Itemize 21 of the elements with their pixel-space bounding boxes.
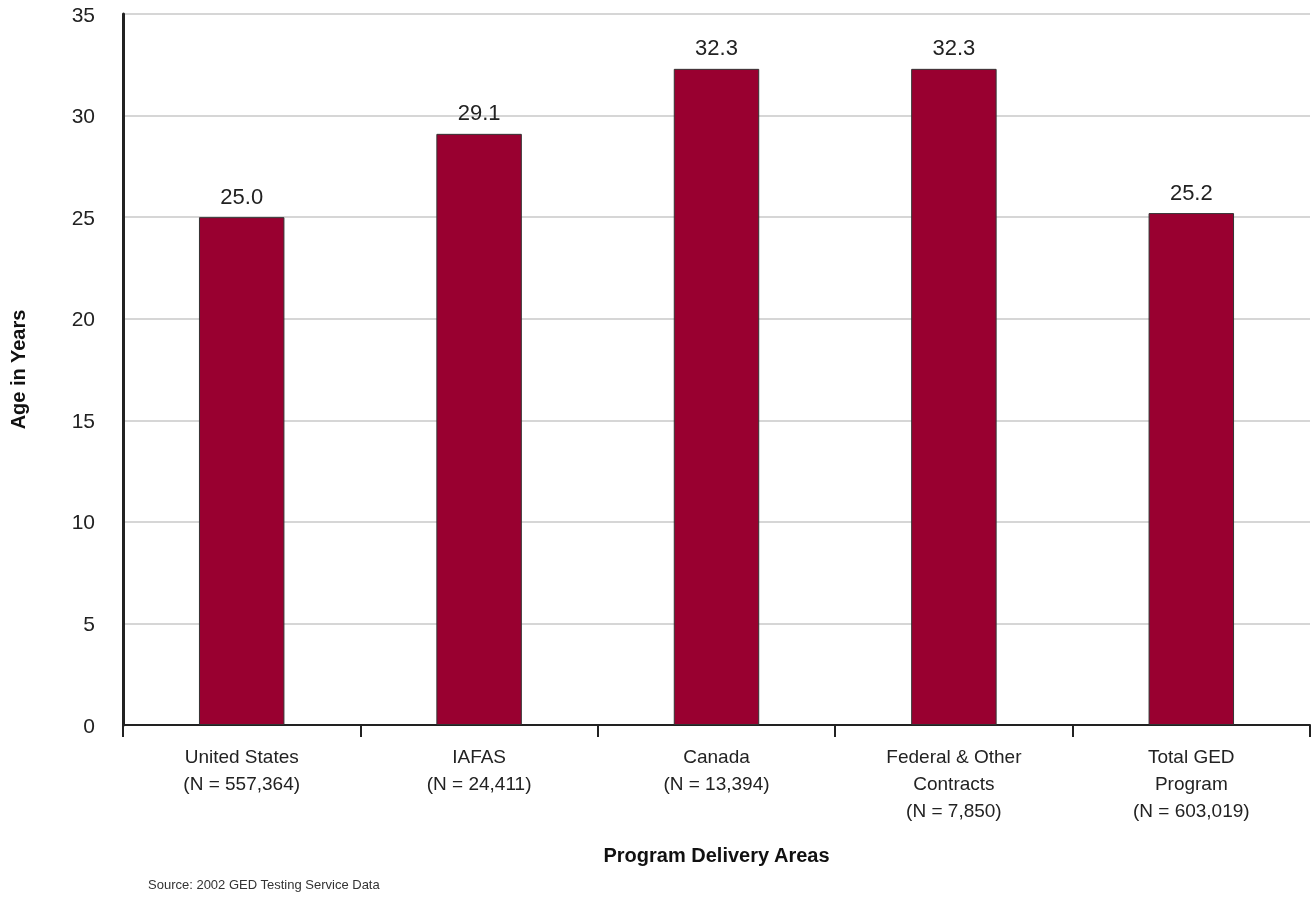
- x-axis-title: Program Delivery Areas: [603, 844, 830, 866]
- y-tick-label: 20: [71, 307, 95, 331]
- data-label: 25.2: [1169, 179, 1213, 205]
- data-label: 32.3: [695, 35, 738, 61]
- data-label: 25.0: [220, 183, 264, 209]
- y-tick-label: 5: [83, 611, 95, 635]
- y-tick-label: 0: [83, 713, 95, 737]
- y-tick-label: 10: [71, 510, 95, 534]
- y-tick-label: 25: [71, 205, 95, 229]
- x-tick-label: Total GED Program (N = 603,019): [1132, 746, 1250, 821]
- y-tick-label: 15: [71, 408, 95, 432]
- data-label: 29.1: [457, 100, 501, 126]
- y-axis-title: Age in Years: [7, 309, 29, 430]
- source-note: Source: 2002 GED Testing Service Data: [148, 877, 381, 892]
- y-tick-label: 35: [71, 2, 95, 26]
- x-tick-label: Canada (N = 13,394): [663, 746, 770, 794]
- x-tick-label: Federal & Other Contracts (N = 7,850): [886, 746, 1023, 821]
- x-tick-label: United States (N = 557,364): [183, 746, 301, 794]
- y-tick-label: 30: [71, 104, 95, 128]
- x-tick-label: IAFAS (N = 24,411): [426, 746, 532, 794]
- data-label: 32.3: [932, 35, 976, 61]
